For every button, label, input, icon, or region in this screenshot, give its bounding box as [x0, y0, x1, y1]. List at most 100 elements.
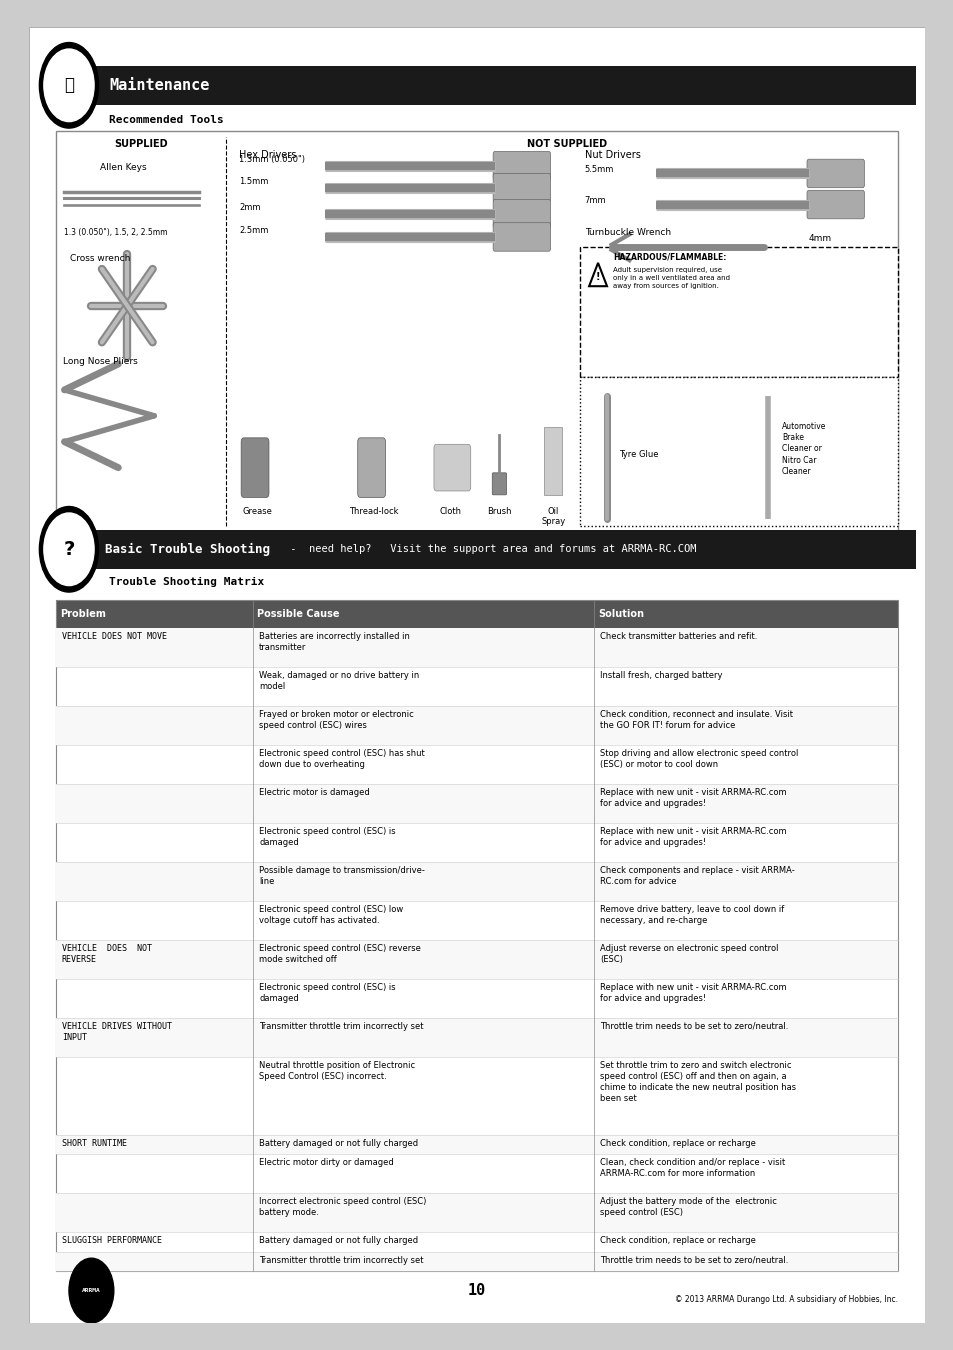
Text: Adjust the battery mode of the  electronic
speed control (ESC): Adjust the battery mode of the electroni… [599, 1197, 776, 1218]
Text: Solution: Solution [598, 609, 643, 620]
Circle shape [44, 513, 94, 586]
Text: 1.3mm (0.050"): 1.3mm (0.050") [239, 155, 305, 163]
Text: 5.5mm: 5.5mm [584, 165, 614, 174]
Text: Adjust reverse on electronic speed control
(ESC): Adjust reverse on electronic speed contr… [599, 944, 778, 964]
FancyBboxPatch shape [55, 940, 898, 979]
Text: Electric motor dirty or damaged: Electric motor dirty or damaged [259, 1158, 394, 1168]
Text: Stop driving and allow electronic speed control
(ESC) or motor to cool down: Stop driving and allow electronic speed … [599, 749, 798, 770]
Text: Allen Keys: Allen Keys [100, 163, 147, 171]
FancyBboxPatch shape [55, 599, 898, 628]
FancyBboxPatch shape [55, 784, 898, 824]
Text: Adult supervision required, use
only in a well ventilated area and
away from sou: Adult supervision required, use only in … [613, 267, 730, 289]
FancyBboxPatch shape [95, 66, 916, 105]
Text: 7mm: 7mm [584, 196, 605, 205]
Text: Maintenance: Maintenance [110, 78, 210, 93]
Text: © 2013 ARRMA Durango Ltd. A subsidiary of Hobbies, Inc.: © 2013 ARRMA Durango Ltd. A subsidiary o… [675, 1295, 898, 1304]
Text: Check transmitter batteries and refit.: Check transmitter batteries and refit. [599, 632, 757, 641]
Text: Electronic speed control (ESC) is
damaged: Electronic speed control (ESC) is damage… [259, 983, 395, 1003]
FancyBboxPatch shape [55, 706, 898, 745]
FancyBboxPatch shape [55, 1135, 898, 1154]
Circle shape [69, 1258, 113, 1323]
Text: Check condition, replace or recharge: Check condition, replace or recharge [599, 1237, 755, 1245]
Polygon shape [588, 263, 606, 286]
Text: Trouble Shooting Matrix: Trouble Shooting Matrix [110, 576, 264, 587]
FancyBboxPatch shape [241, 437, 269, 497]
FancyBboxPatch shape [493, 151, 550, 180]
Text: Check condition, replace or recharge: Check condition, replace or recharge [599, 1138, 755, 1148]
Text: VEHICLE DOES NOT MOVE: VEHICLE DOES NOT MOVE [62, 632, 167, 641]
FancyBboxPatch shape [434, 444, 470, 491]
Text: Weak, damaged or no drive battery in
model: Weak, damaged or no drive battery in mod… [259, 671, 419, 691]
FancyBboxPatch shape [29, 27, 924, 1323]
Text: Thread-lock: Thread-lock [349, 506, 398, 516]
FancyBboxPatch shape [493, 200, 550, 228]
Text: HAZARDOUS/FLAMMABLE:: HAZARDOUS/FLAMMABLE: [613, 252, 726, 262]
Text: Check condition, reconnect and insulate. Visit
the GO FOR IT! forum for advice: Check condition, reconnect and insulate.… [599, 710, 792, 730]
Text: Brush: Brush [487, 506, 511, 516]
Text: Battery damaged or not fully charged: Battery damaged or not fully charged [259, 1138, 417, 1148]
Text: Electronic speed control (ESC) is
damaged: Electronic speed control (ESC) is damage… [259, 828, 395, 846]
Text: Replace with new unit - visit ARRMA-RC.com
for advice and upgrades!: Replace with new unit - visit ARRMA-RC.c… [599, 828, 785, 846]
Text: Replace with new unit - visit ARRMA-RC.com
for advice and upgrades!: Replace with new unit - visit ARRMA-RC.c… [599, 788, 785, 809]
Text: Electronic speed control (ESC) reverse
mode switched off: Electronic speed control (ESC) reverse m… [259, 944, 420, 964]
Text: Incorrect electronic speed control (ESC)
battery mode.: Incorrect electronic speed control (ESC)… [259, 1197, 426, 1218]
Text: Oil
Spray: Oil Spray [540, 506, 565, 526]
FancyBboxPatch shape [55, 1193, 898, 1233]
Text: Electronic speed control (ESC) low
voltage cutoff has activated.: Electronic speed control (ESC) low volta… [259, 904, 403, 925]
Text: VEHICLE DRIVES WITHOUT
INPUT: VEHICLE DRIVES WITHOUT INPUT [62, 1022, 172, 1042]
Text: !: ! [596, 273, 599, 282]
Text: 1.5mm: 1.5mm [239, 177, 269, 186]
FancyBboxPatch shape [806, 190, 863, 219]
Text: SHORT RUNTIME: SHORT RUNTIME [62, 1138, 127, 1148]
Text: Battery damaged or not fully charged: Battery damaged or not fully charged [259, 1237, 417, 1245]
Text: Nut Drivers: Nut Drivers [584, 150, 639, 161]
FancyBboxPatch shape [357, 437, 385, 497]
FancyBboxPatch shape [543, 428, 561, 495]
Circle shape [39, 43, 98, 128]
Text: Batteries are incorrectly installed in
transmitter: Batteries are incorrectly installed in t… [259, 632, 410, 652]
Text: ?: ? [63, 540, 74, 559]
Text: Transmitter throttle trim incorrectly set: Transmitter throttle trim incorrectly se… [259, 1256, 423, 1265]
FancyBboxPatch shape [579, 247, 898, 377]
Text: 4mm: 4mm [808, 235, 831, 243]
Text: 10: 10 [467, 1282, 486, 1299]
FancyBboxPatch shape [492, 472, 506, 495]
Text: Electronic speed control (ESC) has shut
down due to overheating: Electronic speed control (ESC) has shut … [259, 749, 424, 770]
Text: Clean, check condition and/or replace - visit
ARRMA-RC.com for more information: Clean, check condition and/or replace - … [599, 1158, 784, 1179]
FancyBboxPatch shape [55, 1018, 898, 1057]
FancyBboxPatch shape [95, 529, 916, 568]
Text: Cross wrench: Cross wrench [71, 254, 131, 263]
Text: Tyre Glue: Tyre Glue [618, 450, 658, 459]
Text: 2.5mm: 2.5mm [239, 225, 269, 235]
FancyBboxPatch shape [55, 628, 898, 667]
Text: Long Nose Pliers: Long Nose Pliers [63, 358, 137, 366]
Text: -  need help?   Visit the support area and forums at ARRMA-RC.COM: - need help? Visit the support area and … [284, 544, 696, 555]
Text: Hex Drivers: Hex Drivers [239, 150, 296, 161]
Text: Cloth: Cloth [438, 506, 460, 516]
FancyBboxPatch shape [493, 223, 550, 251]
FancyBboxPatch shape [55, 131, 898, 532]
Text: Recommended Tools: Recommended Tools [110, 115, 224, 126]
Text: 🔧: 🔧 [64, 77, 74, 95]
Text: Remove drive battery, leave to cool down if
necessary, and re-charge: Remove drive battery, leave to cool down… [599, 904, 783, 925]
Text: Set throttle trim to zero and switch electronic
speed control (ESC) off and then: Set throttle trim to zero and switch ele… [599, 1061, 795, 1103]
FancyBboxPatch shape [806, 159, 863, 188]
Text: Frayed or broken motor or electronic
speed control (ESC) wires: Frayed or broken motor or electronic spe… [259, 710, 414, 730]
Text: NOT SUPPLIED: NOT SUPPLIED [526, 139, 606, 148]
Text: Basic Trouble Shooting: Basic Trouble Shooting [105, 543, 270, 556]
Text: Neutral throttle position of Electronic
Speed Control (ESC) incorrect.: Neutral throttle position of Electronic … [259, 1061, 415, 1081]
FancyBboxPatch shape [579, 377, 898, 526]
Text: VEHICLE  DOES  NOT
REVERSE: VEHICLE DOES NOT REVERSE [62, 944, 152, 964]
Text: 1.3 (0.050"), 1.5, 2, 2.5mm: 1.3 (0.050"), 1.5, 2, 2.5mm [65, 228, 168, 236]
Text: Throttle trim needs to be set to zero/neutral.: Throttle trim needs to be set to zero/ne… [599, 1022, 787, 1031]
Text: ARRMA: ARRMA [82, 1288, 101, 1293]
Text: Install fresh, charged battery: Install fresh, charged battery [599, 671, 721, 680]
Text: Grease: Grease [242, 506, 272, 516]
Text: SLUGGISH PERFORMANCE: SLUGGISH PERFORMANCE [62, 1237, 162, 1245]
Text: Turnbuckle Wrench: Turnbuckle Wrench [584, 228, 670, 236]
Text: Electric motor is damaged: Electric motor is damaged [259, 788, 370, 796]
Text: SUPPLIED: SUPPLIED [113, 139, 168, 148]
Text: Throttle trim needs to be set to zero/neutral.: Throttle trim needs to be set to zero/ne… [599, 1256, 787, 1265]
Text: Problem: Problem [60, 609, 106, 620]
FancyBboxPatch shape [493, 173, 550, 202]
